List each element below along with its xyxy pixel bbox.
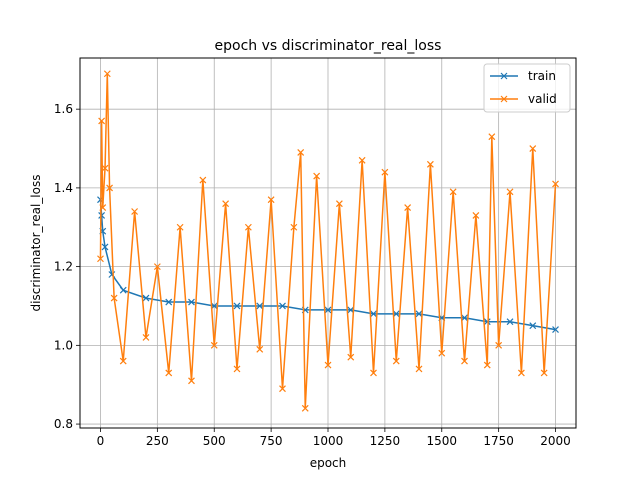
data-point-valid <box>199 176 207 184</box>
chart-title: epoch vs discriminator_real_loss <box>215 38 442 54</box>
x-tick-label: 500 <box>203 434 226 448</box>
data-point-valid <box>188 377 195 385</box>
x-tick-label: 2000 <box>540 434 571 448</box>
data-point-valid <box>210 341 218 349</box>
x-tick-label: 750 <box>260 434 283 448</box>
data-point-valid <box>279 385 286 393</box>
y-tick-label: 1.4 <box>54 181 73 195</box>
data-point-valid <box>426 160 434 168</box>
data-point-valid <box>552 180 559 188</box>
data-point-valid <box>106 184 114 192</box>
legend-label: train <box>528 69 556 83</box>
data-point-train <box>529 322 537 330</box>
x-axis-title: epoch <box>310 456 347 470</box>
data-point-valid <box>449 188 457 196</box>
legend-marker <box>500 95 508 103</box>
data-point-train <box>370 310 377 318</box>
y-tick-label: 1.6 <box>54 102 73 116</box>
data-point-valid <box>97 255 104 263</box>
data-point-valid <box>176 223 184 231</box>
data-point-train <box>256 302 264 310</box>
y-tick-label: 1.2 <box>54 260 73 274</box>
data-point-valid <box>244 223 252 231</box>
data-point-valid <box>347 353 355 361</box>
data-point-valid <box>506 188 514 196</box>
data-point-valid <box>222 200 230 208</box>
data-point-valid <box>540 369 548 377</box>
legend-marker <box>500 72 508 80</box>
data-point-valid <box>290 223 298 231</box>
data-point-valid <box>110 294 118 302</box>
data-point-train <box>119 286 127 294</box>
data-point-valid <box>415 365 423 373</box>
data-point-train <box>552 326 559 334</box>
x-tick-label: 1000 <box>313 434 344 448</box>
data-point-valid <box>461 357 468 365</box>
x-tick-label: 250 <box>146 434 169 448</box>
data-point-train <box>279 302 286 310</box>
y-tick-label: 0.8 <box>54 417 73 431</box>
data-point-valid <box>529 145 537 152</box>
data-point-valid <box>358 156 366 164</box>
data-point-valid <box>324 361 332 369</box>
data-point-valid <box>438 349 446 357</box>
data-point-train <box>101 243 109 251</box>
series-line-valid <box>99 73 557 409</box>
y-axis-title: discriminator_real_loss <box>29 175 43 312</box>
data-point-valid <box>256 345 264 353</box>
data-point-train <box>324 306 332 314</box>
series-valid <box>97 70 559 412</box>
data-point-train <box>188 298 195 306</box>
data-point-valid <box>392 357 400 365</box>
data-point-train <box>415 310 423 318</box>
data-point-valid <box>483 361 491 369</box>
data-point-train <box>506 318 514 326</box>
legend-label: valid <box>528 92 557 106</box>
data-point-train <box>233 302 241 310</box>
legend: train valid <box>483 63 571 113</box>
data-point-valid <box>153 263 161 271</box>
grid <box>80 58 576 428</box>
data-point-train <box>483 318 491 326</box>
data-point-train <box>98 212 106 219</box>
data-point-valid <box>119 357 127 365</box>
data-point-valid <box>517 369 525 377</box>
data-point-valid <box>131 208 139 215</box>
data-point-valid <box>99 204 107 211</box>
data-point-valid <box>301 404 309 412</box>
data-point-valid <box>495 341 503 349</box>
x-tick-label: 1500 <box>426 434 457 448</box>
data-point-valid <box>381 168 389 176</box>
data-point-train <box>461 314 468 322</box>
data-point-valid <box>233 365 241 373</box>
data-point-valid <box>98 117 106 125</box>
legend-box <box>483 63 571 113</box>
data-point-valid <box>313 172 321 180</box>
data-point-valid <box>335 200 343 208</box>
series-train <box>97 196 559 334</box>
data-point-train <box>165 298 173 306</box>
series-layer <box>97 70 559 412</box>
y-tick-label: 1.0 <box>54 338 73 352</box>
data-point-valid <box>103 70 111 78</box>
data-point-valid <box>142 334 150 341</box>
axes: 0 250 500 750 1000 1250 1500 1750 2000 0.8 1.0 1.2 1… <box>54 102 571 448</box>
data-point-valid <box>488 133 496 141</box>
data-point-valid <box>297 149 305 156</box>
data-point-valid <box>101 164 109 172</box>
x-tick-label: 0 <box>97 434 105 448</box>
data-point-valid <box>165 369 173 377</box>
data-point-train <box>142 294 150 302</box>
data-point-valid <box>472 212 480 219</box>
x-tick-label: 1750 <box>483 434 514 448</box>
x-tick-label: 1250 <box>370 434 401 448</box>
legend-item-train: train <box>490 69 556 83</box>
data-point-valid <box>404 204 412 211</box>
data-point-valid <box>267 196 275 204</box>
legend-item-valid: valid <box>490 92 557 106</box>
data-point-valid <box>370 369 377 377</box>
